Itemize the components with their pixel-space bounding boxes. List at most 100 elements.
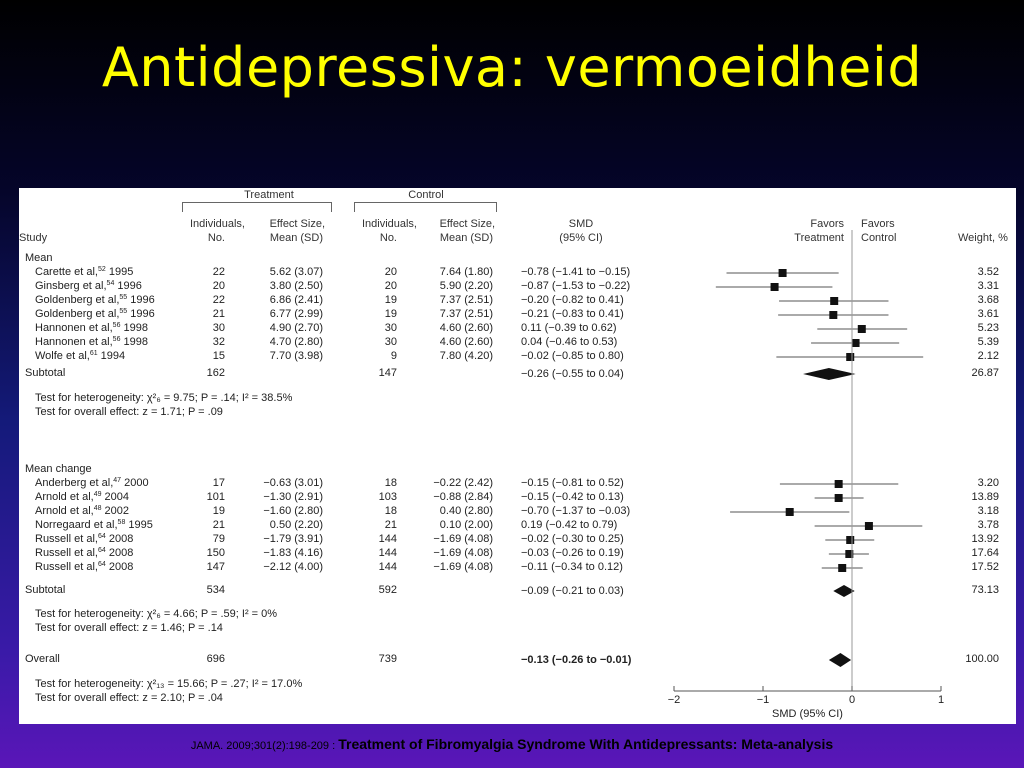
study-author: Arnold et al, [35, 491, 94, 503]
study-point [864, 522, 873, 530]
study-author: Russell et al, [35, 561, 98, 573]
study-ref: 48 [93, 505, 102, 512]
treatment-effect-size: 4.70 (2.80) [269, 336, 323, 348]
treatment-n: 21 [212, 308, 225, 320]
control-n: 144 [378, 561, 397, 573]
control-bracket-right [496, 202, 497, 212]
study-ref: 56 [112, 322, 121, 329]
x-tick-label: −2 [667, 694, 681, 706]
smd-ci-text: 0.04 (−0.46 to 0.53) [521, 336, 618, 348]
control-n: 30 [384, 322, 397, 334]
treatment-n: 147 [206, 561, 225, 573]
study-label: Russell et al,64 2008 [35, 547, 133, 560]
col-weight: Weight, % [958, 232, 1008, 244]
study-ref: 47 [113, 477, 122, 484]
study-label: Russell et al,64 2008 [35, 533, 133, 546]
study-ref: 58 [117, 519, 126, 526]
study-weight: 13.92 [971, 533, 999, 545]
study-label: Hannonen et al,56 1998 [35, 322, 148, 335]
smd-ci-text: −0.20 (−0.82 to 0.41) [521, 294, 624, 306]
x-axis-label: SMD (95% CI) [772, 708, 843, 720]
study-year: 1995 [125, 519, 153, 531]
control-effect-size: 0.40 (2.80) [439, 505, 493, 517]
control-effect-size: 7.80 (4.20) [439, 350, 493, 362]
study-year: 1996 [114, 280, 142, 292]
study-label: Wolfe et al,61 1994 [35, 350, 125, 363]
study-label: Carette et al,52 1995 [35, 266, 133, 279]
study-label: Hannonen et al,56 1998 [35, 336, 148, 349]
study-author: Russell et al, [35, 547, 98, 559]
col-es-c-2: Mean (SD) [439, 232, 493, 244]
footer-separator: : [329, 740, 339, 752]
treatment-bracket-left [182, 202, 183, 212]
study-year: 1996 [127, 294, 155, 306]
study-weight: 3.52 [977, 266, 999, 278]
control-effect-size: 0.10 (2.00) [439, 519, 493, 531]
overall-cn: 739 [378, 653, 397, 665]
subtotal-tn: 534 [206, 584, 225, 596]
treatment-effect-size: −1.30 (2.91) [263, 491, 323, 503]
control-effect-size: 5.90 (2.20) [439, 280, 493, 292]
study-label: Russell et al,64 2008 [35, 561, 133, 574]
study-point [834, 494, 843, 502]
control-effect-size: 4.60 (2.60) [439, 322, 493, 334]
study-point [846, 353, 855, 361]
smd-ci-text: 0.19 (−0.42 to 0.79) [521, 519, 618, 531]
treatment-effect-size: −1.83 (4.16) [263, 547, 323, 559]
smd-ci-text: −0.21 (−0.83 to 0.41) [521, 308, 624, 320]
study-point [845, 550, 854, 558]
control-effect-size: 7.37 (2.51) [439, 294, 493, 306]
study-label: Arnold et al,49 2004 [35, 491, 129, 504]
study-year: 1998 [120, 322, 148, 334]
study-weight: 3.61 [977, 308, 999, 320]
subtotal-tn: 162 [206, 367, 225, 379]
col-ind-c-2: No. [379, 232, 397, 244]
study-year: 1995 [105, 266, 134, 278]
study-year: 1994 [97, 350, 126, 362]
group-header: Mean change [25, 463, 92, 475]
treatment-n: 22 [212, 266, 225, 278]
slide-title: Antidepressiva: vermoeidheid [101, 36, 923, 99]
col-es-t-1: Effect Size, [269, 218, 325, 230]
study-label: Arnold et al,48 2002 [35, 505, 129, 518]
control-n: 30 [384, 336, 397, 348]
col-ind-c-1: Individuals, [361, 218, 417, 230]
overall-label: Overall [25, 653, 60, 665]
control-n: 21 [384, 519, 397, 531]
study-weight: 2.12 [977, 350, 999, 362]
treatment-effect-size: 0.50 (2.20) [269, 519, 323, 531]
smd-ci-text: −0.70 (−1.37 to −0.03) [521, 505, 631, 517]
study-weight: 3.20 [977, 477, 999, 489]
control-effect-size: 4.60 (2.60) [439, 336, 493, 348]
control-group-header: Control [408, 189, 444, 201]
col-smd-1: SMD [568, 218, 594, 230]
treatment-n: 150 [206, 547, 225, 559]
x-tick-label: 1 [937, 694, 945, 706]
study-year: 2008 [105, 561, 134, 573]
treatment-bracket-right [331, 202, 332, 212]
study-author: Carette et al, [35, 266, 98, 278]
col-ind-t-1: Individuals, [189, 218, 245, 230]
study-author: Anderberg et al, [35, 477, 114, 489]
study-point [830, 297, 839, 305]
col-study: Study [19, 232, 48, 244]
control-n: 20 [384, 266, 397, 278]
treatment-effect-size: −1.60 (2.80) [263, 505, 323, 517]
study-year: 1996 [127, 308, 155, 320]
treatment-group-header: Treatment [244, 189, 294, 201]
heterogeneity-test: Test for heterogeneity: χ²₆ = 9.75; P = … [35, 392, 293, 404]
study-point [778, 269, 787, 277]
favors-control-2: Control [861, 232, 897, 244]
study-author: Goldenberg et al, [35, 308, 120, 320]
control-n: 19 [384, 308, 397, 320]
study-year: 1998 [120, 336, 148, 348]
favors-treatment-2: Treatment [794, 232, 844, 244]
treatment-effect-size: −2.12 (4.00) [263, 561, 323, 573]
treatment-effect-size: 4.90 (2.70) [269, 322, 323, 334]
treatment-effect-size: 5.62 (3.07) [269, 266, 323, 278]
study-point [838, 564, 847, 572]
footer-citation: JAMA. 2009;301(2):198-209 [190, 740, 330, 752]
subtotal-label: Subtotal [25, 584, 66, 596]
study-weight: 5.23 [977, 322, 999, 334]
study-weight: 3.78 [977, 519, 999, 531]
